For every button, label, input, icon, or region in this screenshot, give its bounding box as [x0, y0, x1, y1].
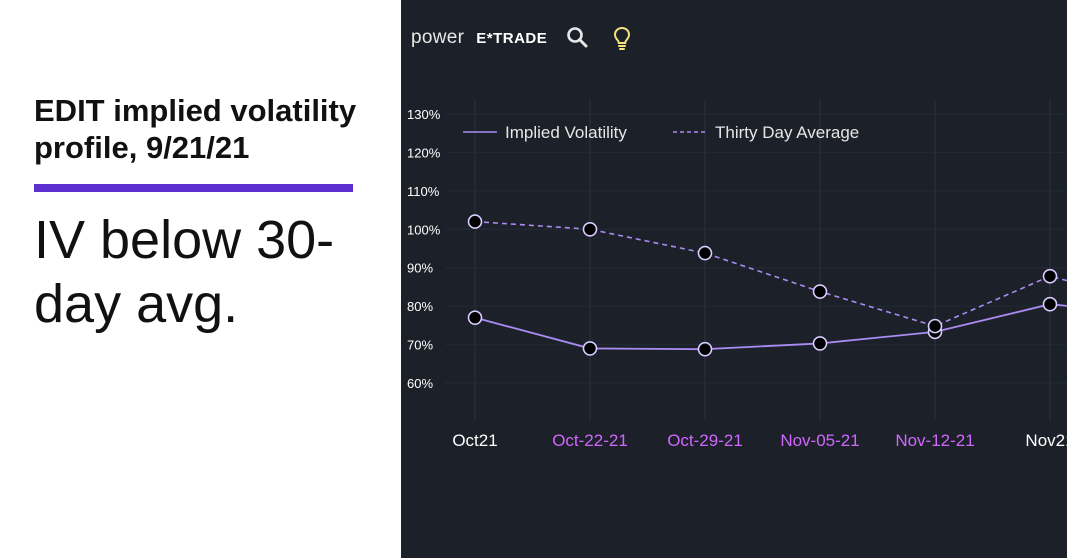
app-header: power E*TRADE — [411, 22, 635, 54]
thirty-day-average-point — [1042, 268, 1058, 284]
lightbulb-icon[interactable] — [609, 25, 635, 51]
slide-headline: EDIT implied volatility profile, 9/21/21 — [34, 93, 357, 165]
y-tick-label: 100% — [407, 222, 441, 237]
legend-label: Implied Volatility — [505, 123, 627, 142]
slide-text-area: EDIT implied volatility profile, 9/21/21… — [0, 0, 400, 558]
x-tick-label: Nov21 — [1025, 431, 1067, 450]
y-tick-label: 70% — [407, 338, 433, 353]
y-tick-label: 60% — [407, 376, 433, 391]
y-tick-label: 90% — [407, 261, 433, 276]
implied-volatility-line — [474, 303, 1067, 351]
iv-chart: 60% 70% 80% 90% 100% 110% 120% 130% Oct21 Oct-22-… — [407, 100, 1067, 450]
x-tick-label: Oct-22-21 — [552, 431, 628, 450]
thirty-day-average-point — [927, 318, 943, 334]
implied-volatility-point — [467, 310, 483, 325]
thirty-day-average-line — [474, 220, 1067, 327]
y-tick-label: 80% — [407, 299, 433, 314]
implied-volatility-point — [812, 336, 828, 351]
search-icon[interactable] — [565, 25, 591, 51]
gridlines — [445, 100, 1067, 420]
implied-volatility-point — [582, 341, 598, 356]
accent-rule — [34, 184, 353, 192]
slide-subtitle: IV below 30-day avg. — [34, 210, 335, 334]
x-tick-label: Nov-12-21 — [895, 431, 974, 450]
x-tick-label: Nov-05-21 — [780, 431, 859, 450]
x-tick-label: Oct-29-21 — [667, 431, 743, 450]
brand-prefix: power — [411, 27, 465, 48]
y-tick-label: 120% — [407, 145, 441, 160]
thirty-day-average-point — [582, 221, 598, 237]
app-screenshot-panel: 60% 70% 80% 90% 100% 110% 120% 130% Oct21 Oct-22-… — [401, 0, 1067, 558]
thirty-day-average-point — [697, 245, 713, 261]
thirty-day-average-point — [467, 214, 483, 229]
implied-volatility-point — [1042, 296, 1058, 312]
x-tick-label: Oct21 — [452, 431, 497, 450]
implied-volatility-point — [697, 341, 713, 357]
thirty-day-average-point — [812, 284, 828, 299]
y-tick-label: 130% — [407, 107, 441, 122]
y-tick-label: 110% — [407, 184, 440, 199]
brand-logo: E*TRADE — [476, 29, 548, 47]
legend-label: Thirty Day Average — [715, 123, 859, 142]
